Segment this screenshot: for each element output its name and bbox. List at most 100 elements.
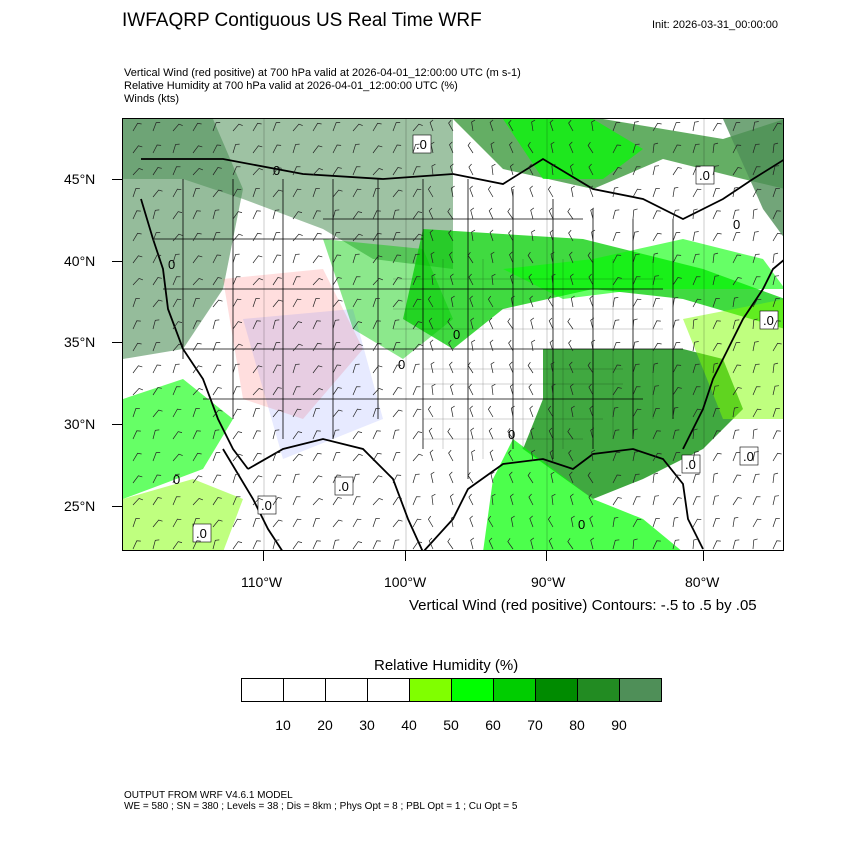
wind-barb <box>589 405 594 418</box>
lat-tick <box>112 179 122 180</box>
wind-barb <box>732 474 742 484</box>
wind-barb <box>352 408 362 418</box>
wind-barb <box>550 141 555 154</box>
wind-barb <box>212 519 223 528</box>
wind-barb <box>672 232 681 242</box>
wind-barb <box>192 452 202 462</box>
wind-barb <box>332 167 342 176</box>
wind-barb <box>590 317 595 330</box>
wind-barb <box>272 209 280 220</box>
wind-barb <box>252 452 262 462</box>
wind-barb <box>212 387 222 396</box>
wind-barb <box>772 452 782 462</box>
wind-barb <box>232 143 240 154</box>
wind-barb <box>412 188 422 198</box>
wind-barb <box>548 207 554 220</box>
colorbar-label: 30 <box>359 717 375 733</box>
wind-barb <box>232 188 242 198</box>
wind-barb <box>272 497 282 506</box>
wind-barb <box>672 406 679 418</box>
wind-barb <box>489 339 494 352</box>
lon-tick <box>263 551 264 561</box>
wind-barb <box>551 493 556 506</box>
wind-barb <box>192 167 204 176</box>
wind-barb <box>467 251 474 264</box>
subtitle-relative-humidity: Relative Humidity at 700 hPa valid at 20… <box>124 80 458 92</box>
wind-barb <box>412 408 422 418</box>
wind-barb <box>752 386 761 396</box>
colorbar-label: 50 <box>443 717 459 733</box>
colorbar-swatch <box>578 679 620 701</box>
wind-barb <box>732 364 742 374</box>
wind-barb <box>547 295 554 308</box>
wind-barb <box>467 361 474 374</box>
wind-barb <box>752 341 759 352</box>
wind-barb <box>672 497 682 506</box>
wind-barb <box>752 231 759 242</box>
colorbar-label: 10 <box>275 717 291 733</box>
wind-barb <box>632 538 638 550</box>
wind-barb <box>772 517 780 528</box>
wind-barb <box>547 185 554 198</box>
wind-barb <box>152 387 162 396</box>
wind-barb <box>428 317 434 330</box>
wind-barb <box>352 363 360 374</box>
wind-barb <box>232 496 241 506</box>
wind-barb <box>772 430 781 440</box>
wind-barb <box>132 365 143 374</box>
wind-barb <box>652 320 661 330</box>
wind-barb <box>490 471 495 484</box>
wind-barb <box>372 540 381 550</box>
wind-barb <box>372 365 383 374</box>
wind-barb <box>352 518 362 528</box>
wind-barb <box>372 430 381 440</box>
wind-barb <box>712 517 720 528</box>
wind-barb <box>652 252 659 264</box>
wind-barb <box>752 143 760 154</box>
wind-barb <box>192 365 203 374</box>
wind-barb <box>152 144 162 154</box>
wind-barb <box>252 540 261 550</box>
wind-barb <box>392 364 402 374</box>
lon-tick <box>546 551 547 561</box>
wind-barb <box>352 496 361 506</box>
wind-barb <box>752 121 759 132</box>
wind-barb <box>528 383 534 396</box>
wind-barb <box>632 208 638 220</box>
wind-barb <box>632 188 642 198</box>
wind-barb <box>772 385 780 396</box>
wind-barb <box>470 427 475 440</box>
wind-barb <box>352 453 363 462</box>
wind-barb <box>232 276 241 286</box>
wind-barb <box>732 429 740 440</box>
lon-label: 110°W <box>241 574 283 590</box>
wind-barb <box>732 296 739 308</box>
wind-barb <box>692 538 698 550</box>
wind-barb <box>672 342 681 352</box>
wind-barb <box>252 387 264 396</box>
wind-barb <box>192 475 203 484</box>
wind-barb <box>752 166 761 176</box>
wind-barb <box>468 383 474 396</box>
wind-barb <box>692 166 701 176</box>
wind-barb <box>652 407 660 418</box>
wind-barb <box>567 428 574 440</box>
wind-barb <box>428 427 434 440</box>
wind-barb <box>272 277 282 286</box>
wind-barb <box>652 452 662 462</box>
wind-barb <box>549 339 554 352</box>
wind-barb <box>612 474 622 484</box>
wind-barb <box>672 254 682 264</box>
wind-barb <box>488 427 494 440</box>
wind-barb <box>272 144 282 154</box>
wind-barb <box>430 141 435 154</box>
wind-barb <box>372 210 381 220</box>
contour-label-box: .0 <box>412 134 432 154</box>
contour-label-box: .0 <box>759 310 779 330</box>
wind-barb <box>612 122 621 132</box>
wind-barb <box>232 453 243 462</box>
wind-barb <box>332 497 342 506</box>
wind-barb <box>352 233 363 242</box>
wind-barb <box>292 453 303 462</box>
wind-barb <box>567 538 574 550</box>
